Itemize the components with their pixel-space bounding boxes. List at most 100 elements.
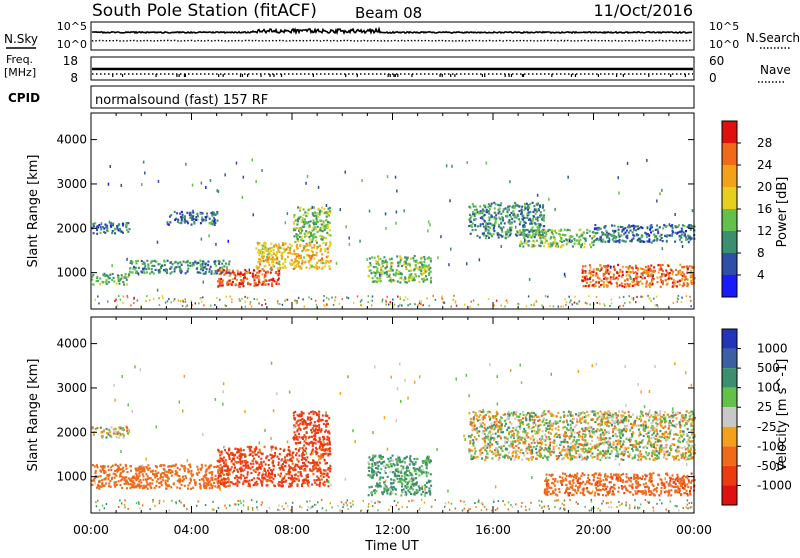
heatmap-cell [209,222,211,224]
heatmap-cell [237,480,239,482]
heatmap-cell [413,467,415,469]
heatmap-cell [625,236,627,238]
heatmap-cell [494,217,496,219]
heatmap-cell [288,465,290,467]
heatmap-cell [327,251,329,253]
heatmap-cell [414,273,416,275]
heatmap-cell [267,271,269,273]
heatmap-cell [205,271,207,273]
heatmap-cell [514,220,516,222]
heatmap-cell [348,237,350,240]
heatmap-cell [441,297,443,299]
heatmap-cell [174,298,176,300]
heatmap-cell [480,210,482,212]
heatmap-cell [289,247,291,249]
heatmap-cell [400,277,402,279]
heatmap-cell [385,227,387,230]
heatmap-cell [511,222,513,224]
heatmap-cell [616,285,618,287]
heatmap-cell [288,477,290,479]
heatmap-cell [309,224,311,226]
heatmap-cell [228,272,230,274]
heatmap-cell [639,238,641,240]
heatmap-cell [409,463,411,465]
heatmap-cell [233,455,235,457]
heatmap-cell [644,277,646,279]
heatmap-cell [314,421,316,423]
heatmap-cell [257,251,259,253]
heatmap-cell [318,418,320,420]
heatmap-cell [303,412,305,414]
heatmap-cell [283,477,285,479]
heatmap-cell [224,449,226,451]
heatmap-cell [228,263,230,265]
heatmap-cell [260,249,262,251]
heatmap-cell [689,296,691,298]
heatmap-cell [197,215,199,217]
heatmap-cell [179,268,181,270]
heatmap-cell [408,270,410,272]
heatmap-cell [528,231,530,233]
heatmap-cell [419,487,421,489]
heatmap-cell [303,214,305,216]
heatmap-cell [263,248,265,250]
heatmap-cell [372,300,374,302]
heatmap-cell [491,224,493,226]
heatmap-cell [319,245,321,247]
heatmap-cell [590,266,592,268]
heatmap-cell [151,271,153,273]
heatmap-cell [385,467,387,469]
heatmap-cell [242,196,244,199]
heatmap-cell [121,184,123,187]
heatmap-cell [630,271,632,273]
heatmap-cell [610,276,612,278]
heatmap-cell [418,469,420,471]
heatmap-cell [410,258,412,260]
heatmap-cell [441,295,443,297]
heatmap-cell [397,265,399,267]
heatmap-cell [398,457,400,459]
heatmap-cell [532,229,534,231]
heatmap-cell [261,253,263,255]
heatmap-cell [652,279,654,281]
heatmap-cell [611,224,613,226]
heatmap-cell [642,273,644,276]
heatmap-cell [297,218,299,220]
heatmap-cell [383,485,385,487]
heatmap-cell [312,459,314,461]
heatmap-cell [386,464,388,466]
heatmap-cell [498,204,500,206]
heatmap-cell [310,453,312,455]
heatmap-cell [691,266,693,268]
heatmap-cell [124,483,126,485]
heatmap-cell [412,276,414,278]
heatmap-cell [235,284,237,286]
heatmap-cell [196,213,198,215]
heatmap-cell [405,474,407,476]
heatmap-cell [297,442,299,444]
heatmap-cell [288,471,290,473]
heatmap-cell [294,300,296,302]
heatmap-cell [394,304,396,306]
heatmap-cell [619,241,621,243]
heatmap-cell [421,488,423,490]
heatmap-cell [313,257,315,259]
heatmap-cell [316,304,318,306]
heatmap-cell [553,446,555,448]
heatmap-cell [328,485,330,487]
heatmap-cell [592,284,594,286]
heatmap-cell [120,479,122,481]
heatmap-cell [224,469,226,471]
heatmap-cell [274,259,276,261]
heatmap-cell [119,473,121,475]
heatmap-cell [308,412,310,414]
heatmap-cell [265,259,267,261]
heatmap-cell [327,415,329,417]
heatmap-cell [159,486,161,488]
heatmap-cell [481,211,483,213]
heatmap-cell [300,257,302,259]
heatmap-cell [357,295,359,297]
heatmap-cell [109,274,111,276]
heatmap-cell [285,221,287,224]
heatmap-cell [320,457,322,459]
